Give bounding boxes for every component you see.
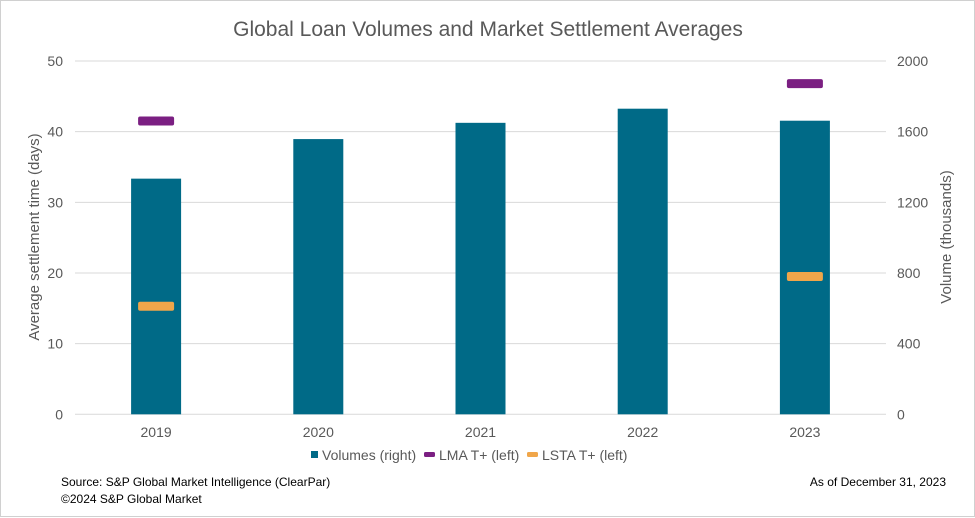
lma-marker	[786, 79, 823, 89]
legend-label: LSTA T+ (left)	[542, 447, 627, 463]
volume-bar	[131, 178, 182, 415]
left-tick-label: 40	[47, 124, 63, 140]
right-tick-label: 400	[897, 336, 921, 352]
left-tick-label: 30	[47, 194, 63, 210]
source-note: Source: S&P Global Market Intelligence (…	[61, 475, 331, 489]
right-tick-label: 2000	[897, 53, 928, 69]
legend-swatch-lma	[424, 452, 435, 457]
as-of-date: As of December 31, 2023	[809, 475, 946, 489]
volume-bar	[455, 122, 506, 415]
left-axis-label: Average settlement time (days)	[26, 133, 43, 340]
legend-swatch-volumes	[311, 451, 318, 458]
left-tick-label: 0	[55, 406, 63, 422]
right-tick-label: 0	[897, 406, 905, 422]
right-axis-label: Volume (thousands)	[938, 170, 955, 303]
x-tick-label: 2020	[303, 424, 334, 440]
left-tick-label: 10	[47, 336, 63, 352]
left-tick-label: 20	[47, 265, 63, 281]
x-tick-label: 2019	[141, 424, 172, 440]
right-tick-label: 1600	[897, 124, 928, 140]
copyright-note: ©2024 S&P Global Market	[61, 492, 202, 506]
lsta-marker	[138, 301, 175, 311]
volume-bar	[779, 120, 830, 415]
right-tick-label: 800	[897, 265, 921, 281]
right-tick-label: 1200	[897, 194, 928, 210]
legend-label: Volumes (right)	[322, 447, 416, 463]
legend-label: LMA T+ (left)	[439, 447, 519, 463]
legend-swatch-lsta	[527, 452, 538, 457]
chart-title: Global Loan Volumes and Market Settlemen…	[233, 18, 743, 41]
left-tick-label: 50	[47, 53, 63, 69]
x-tick-label: 2023	[789, 424, 820, 440]
volume-bar	[617, 108, 668, 415]
lma-marker	[138, 116, 175, 126]
x-tick-label: 2022	[627, 424, 658, 440]
volume-bar	[293, 139, 344, 415]
lsta-marker	[786, 272, 823, 282]
x-tick-label: 2021	[465, 424, 496, 440]
